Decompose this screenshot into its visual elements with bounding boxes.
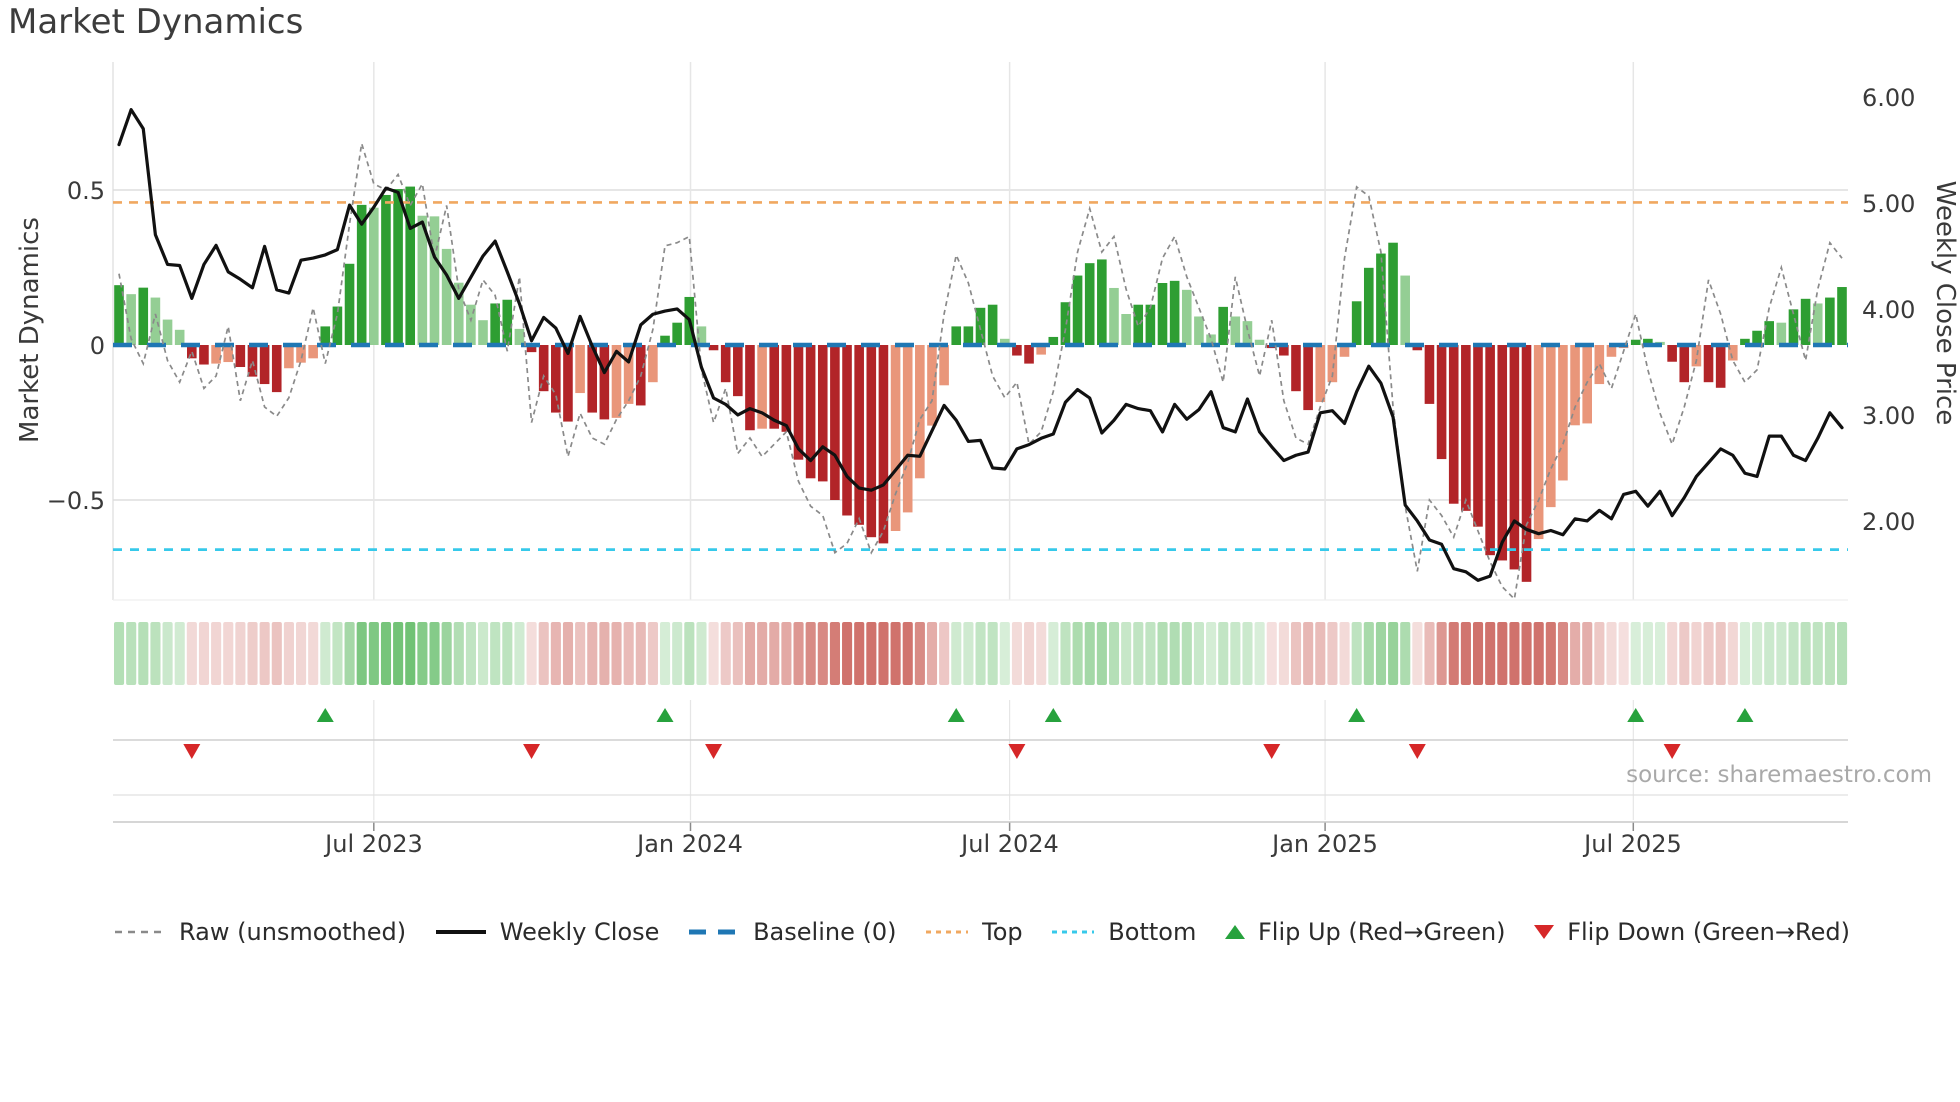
legend-label-baseline: Baseline (0) (753, 918, 897, 946)
baseline-swatch-icon (689, 929, 740, 935)
legend-item-weekly-close: Weekly Close (434, 918, 660, 946)
legend-item-top: Top (924, 918, 1023, 946)
right-tick-5: 5.00 (1862, 190, 1916, 218)
flip-up-triangle-icon (1224, 925, 1245, 939)
x-tick-jul-2024: Jul 2024 (961, 830, 1059, 858)
left-tick-0: 0 (89, 332, 105, 360)
left-tick-0.5: 0.5 (66, 177, 105, 205)
legend-label-weekly-close: Weekly Close (499, 918, 660, 946)
legend-item-baseline: Baseline (0) (687, 918, 896, 946)
chart-legend: Raw (unsmoothed) Weekly Close Baseline (… (113, 918, 1850, 946)
page-title: Market Dynamics (8, 2, 304, 42)
right-tick-6: 6.00 (1862, 84, 1916, 112)
legend-item-flip-up: Flip Up (Red→Green) (1224, 918, 1506, 946)
legend-item-raw: Raw (unsmoothed) (113, 918, 406, 946)
legend-item-bottom: Bottom (1050, 918, 1196, 946)
right-tick-3: 3.00 (1862, 402, 1916, 430)
top-line-swatch-icon (926, 930, 969, 934)
flip-down-triangle-icon (1534, 925, 1555, 939)
right-tick-2: 2.00 (1862, 508, 1916, 536)
close-line-swatch-icon (435, 930, 486, 934)
legend-label-bottom: Bottom (1108, 918, 1197, 946)
right-tick-4: 4.00 (1862, 296, 1916, 324)
legend-label-top: Top (982, 918, 1023, 946)
x-tick-jan-2025: Jan 2025 (1272, 830, 1378, 858)
legend-label-flip-down: Flip Down (Green→Red) (1567, 918, 1850, 946)
bottom-line-swatch-icon (1052, 930, 1095, 934)
x-tick-jul-2025: Jul 2025 (1584, 830, 1682, 858)
source-credit: source: sharemaestro.com (1626, 762, 1932, 788)
legend-item-flip-down: Flip Down (Green→Red) (1533, 918, 1850, 946)
legend-label-flip-up: Flip Up (Red→Green) (1257, 918, 1506, 946)
legend-label-raw: Raw (unsmoothed) (179, 918, 407, 946)
x-tick-jan-2024: Jan 2024 (637, 830, 743, 858)
x-tick-jul-2023: Jul 2023 (325, 830, 423, 858)
left-tick-neg0.5: −0.5 (46, 487, 105, 515)
raw-line-swatch-icon (115, 930, 165, 934)
